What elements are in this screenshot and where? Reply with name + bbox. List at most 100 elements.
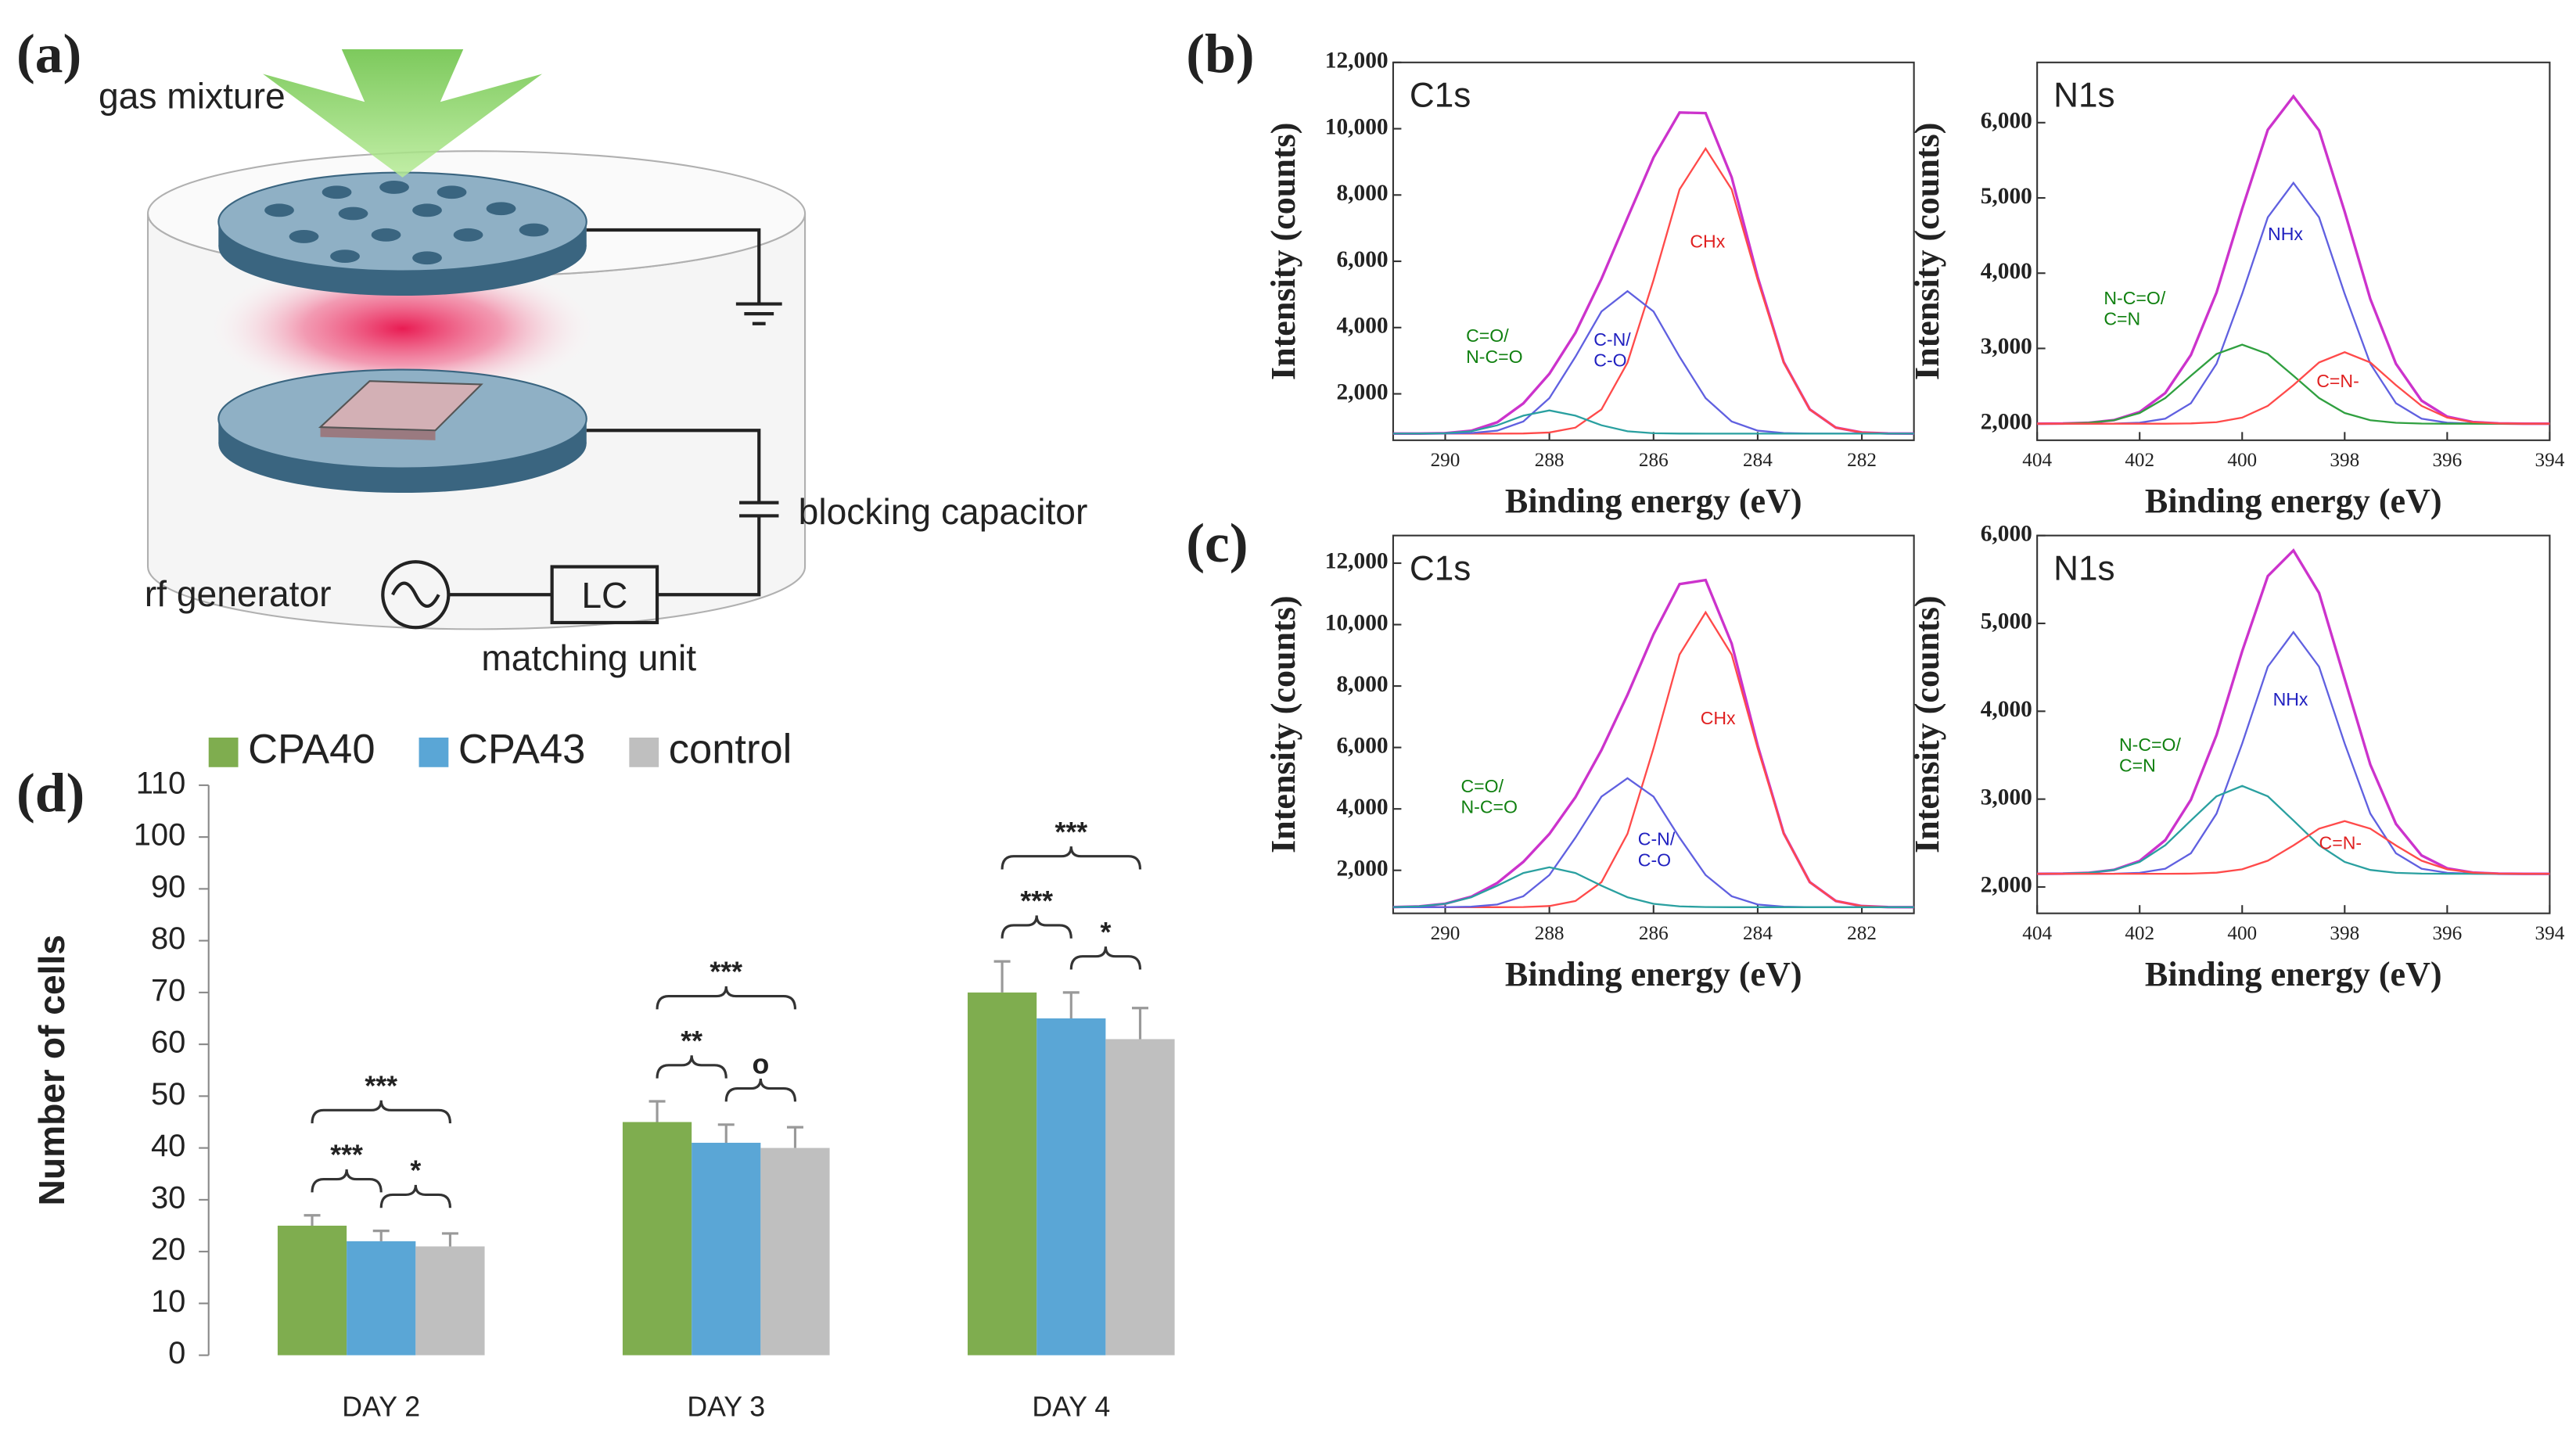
panel-label: (c) xyxy=(1186,512,1248,574)
legend-label: control xyxy=(669,727,792,773)
plot-frame xyxy=(1392,61,1915,441)
diagram-label: matching unit xyxy=(481,637,696,678)
bar xyxy=(347,1241,416,1356)
reactor-diagram: gas mixture blocking capacitor rf genera… xyxy=(99,49,1087,678)
y-tick-label: 110 xyxy=(136,766,186,800)
y-tick-label: 12,000 xyxy=(1325,549,1389,574)
y-tick-label: 3,000 xyxy=(1981,785,2032,810)
x-axis-label: Binding energy (eV) xyxy=(2145,482,2442,520)
y-tick-label: 20 xyxy=(151,1233,185,1267)
peak-label: NHx xyxy=(2273,689,2308,709)
bar xyxy=(1037,1018,1106,1356)
component-curve xyxy=(1392,409,1914,435)
y-tick-label: 3,000 xyxy=(1981,334,2032,359)
x-tick-label: 396 xyxy=(2432,923,2462,944)
bar xyxy=(760,1147,830,1356)
y-tick-label: 6,000 xyxy=(1981,521,2032,546)
peak-label-line: C=N- xyxy=(2316,371,2359,391)
significance-label: *** xyxy=(1054,817,1087,848)
y-tick-label: 6,000 xyxy=(1336,733,1388,758)
significance-bracket xyxy=(311,1100,452,1124)
significance-label: *** xyxy=(365,1070,397,1101)
component-curve xyxy=(2037,785,2550,875)
significance-label: *** xyxy=(330,1140,363,1171)
component-curve xyxy=(2037,351,2550,425)
diagram-label: LC xyxy=(581,575,627,616)
legend-label: CPA40 xyxy=(248,727,375,773)
peak-label: CHx xyxy=(1690,232,1725,252)
y-tick-label: 5,000 xyxy=(1981,609,2032,634)
bar xyxy=(622,1122,692,1356)
bar xyxy=(1105,1039,1175,1356)
y-tick-label: 4,000 xyxy=(1981,259,2032,284)
significance-bracket xyxy=(724,1078,797,1102)
peak-label-line: C=N- xyxy=(2319,833,2362,853)
x-tick-label: DAY 4 xyxy=(1032,1391,1110,1422)
peak-label: C-N/C-O xyxy=(1638,829,1676,871)
x-axis-label: Binding energy (eV) xyxy=(1505,482,1802,520)
envelope-curve xyxy=(2037,548,2550,875)
component-curve xyxy=(2037,630,2550,875)
substrate xyxy=(318,380,483,432)
x-tick-label: 394 xyxy=(2535,450,2565,471)
x-tick-label: 402 xyxy=(2125,923,2154,944)
x-tick-label: 282 xyxy=(1847,923,1877,944)
bar xyxy=(967,992,1037,1356)
peak-label-line: N-C=O/ xyxy=(2104,288,2165,308)
x-tick-label: 290 xyxy=(1431,450,1460,471)
y-tick-label: 70 xyxy=(151,973,185,1007)
y-tick-label: 4,000 xyxy=(1336,314,1388,339)
peak-label-line: NHx xyxy=(2273,689,2308,709)
x-tick-label: 398 xyxy=(2330,923,2359,944)
y-tick-label: 5,000 xyxy=(1981,184,2032,209)
plasma-glow xyxy=(205,254,600,403)
envelope-curve xyxy=(1392,111,1914,436)
peak-label-line: C-N/ xyxy=(1638,829,1676,849)
peak-label: N-C=O/C=N xyxy=(2119,734,2181,776)
y-axis-label: Intensity (counts) xyxy=(1264,595,1302,853)
significance-label: * xyxy=(1100,917,1111,948)
peak-label-line: C-O xyxy=(1638,849,1671,870)
y-tick-label: 40 xyxy=(151,1129,185,1163)
legend-swatch xyxy=(629,737,659,767)
chart-title: C1s xyxy=(1410,549,1471,587)
peak-label: NHx xyxy=(2268,224,2303,244)
y-tick-label: 2,000 xyxy=(1981,873,2032,898)
x-tick-label: DAY 3 xyxy=(687,1391,765,1422)
diagram-label: gas mixture xyxy=(99,76,286,117)
y-axis-label: Intensity (counts) xyxy=(1908,123,1946,381)
peak-label: C=O/N-C=O xyxy=(1460,776,1518,817)
peak-label: CHx xyxy=(1701,708,1736,728)
panel-label: (b) xyxy=(1186,23,1254,84)
peak-label-line: C-O xyxy=(1593,350,1626,371)
y-tick-label: 30 xyxy=(151,1180,185,1215)
component-curve xyxy=(1392,866,1914,908)
significance-label: *** xyxy=(710,957,742,988)
y-tick-label: 10 xyxy=(151,1284,185,1319)
significance-label: ** xyxy=(681,1025,702,1057)
chart-title: N1s xyxy=(2053,77,2114,115)
peak-label-line: CHx xyxy=(1690,232,1725,252)
peak-label-line: C=O/ xyxy=(1460,776,1504,796)
x-tick-label: 402 xyxy=(2125,450,2154,471)
legend-label: CPA43 xyxy=(458,727,585,773)
y-tick-label: 8,000 xyxy=(1336,672,1388,697)
plot-frame xyxy=(2036,61,2551,441)
component-curve xyxy=(2037,343,2550,425)
gas-arrow xyxy=(263,49,543,178)
y-tick-label: 4,000 xyxy=(1981,697,2032,722)
x-axis-label: Binding energy (eV) xyxy=(1505,955,1802,993)
y-tick-label: 2,000 xyxy=(1981,409,2032,434)
significance-bracket xyxy=(311,1169,383,1193)
peak-label: N-C=O/C=N xyxy=(2104,288,2165,329)
y-tick-label: 100 xyxy=(134,818,186,853)
peak-label: C=N- xyxy=(2316,371,2359,391)
x-tick-label: 288 xyxy=(1535,923,1565,944)
significance-bracket xyxy=(1001,846,1142,870)
x-tick-label: 394 xyxy=(2535,923,2565,944)
x-tick-label: 404 xyxy=(2022,450,2052,471)
component-curve xyxy=(1392,146,1914,435)
y-tick-label: 4,000 xyxy=(1336,795,1388,820)
significance-bracket xyxy=(379,1184,452,1208)
